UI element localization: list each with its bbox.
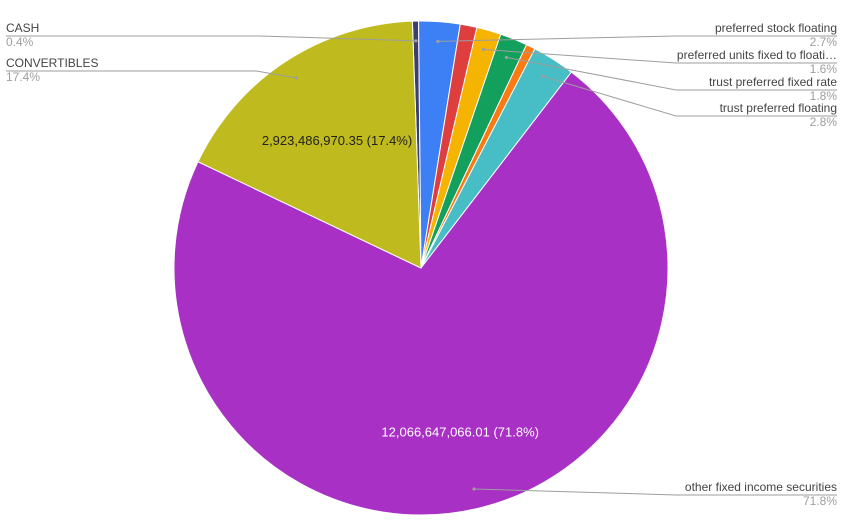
callout-label-preferred-stock-floating: preferred stock floating xyxy=(715,21,837,35)
callout-label-trust-preferred-fixed-rate: trust preferred fixed rate xyxy=(709,75,837,89)
callout-percent-cash: 0.4% xyxy=(6,35,34,49)
callout-percent-trust-preferred-fixed-rate: 1.8% xyxy=(810,89,838,103)
leader-dot-trust-preferred-fixed-rate xyxy=(504,55,508,60)
callout-percent-convertibles: 17.4% xyxy=(6,70,40,84)
callout-percent-preferred-stock-floating: 2.7% xyxy=(810,35,838,49)
pie-slice-convertibles[interactable] xyxy=(197,20,422,269)
leader-line-trust-preferred-floating xyxy=(542,75,837,117)
leader-dot-trust-preferred-floating xyxy=(541,74,545,78)
callout-label-trust-preferred-floating: trust preferred floating xyxy=(720,101,837,115)
leader-lines-layer xyxy=(6,35,837,496)
callout-label-other-fixed-income-securities: other fixed income securities xyxy=(685,480,837,494)
leader-line-cash xyxy=(6,35,416,42)
leader-dot-cash xyxy=(414,39,418,43)
callout-label-cash: CASH xyxy=(6,21,39,35)
leader-dot-preferred-units-fixed-to-floati xyxy=(481,47,486,52)
callout-label-preferred-units-fixed-to-floati: preferred units fixed to floati… xyxy=(677,48,837,62)
leader-dot-other-fixed-income-securities xyxy=(472,487,476,491)
leader-dot-preferred-stock-floating xyxy=(436,39,440,43)
data-label-other-fixed-income-securities: 12,066,647,066.01 (71.8%) xyxy=(381,424,539,439)
data-label-convertibles: 2,923,486,970.35 (17.4%) xyxy=(262,133,412,148)
callout-percent-trust-preferred-floating: 2.8% xyxy=(810,115,838,129)
leader-line-preferred-units-fixed-to-floati xyxy=(483,49,837,64)
pie-slice-other-fixed-income-securities[interactable] xyxy=(173,71,669,516)
leader-line-trust-preferred-fixed-rate xyxy=(506,56,837,91)
callout-label-convertibles: CONVERTIBLES xyxy=(6,56,98,70)
callout-percent-other-fixed-income-securities: 71.8% xyxy=(803,494,837,508)
leader-dot-convertibles xyxy=(294,76,298,80)
leader-line-preferred-stock-floating xyxy=(437,35,837,42)
callout-percent-preferred-units-fixed-to-floati: 1.6% xyxy=(810,62,838,76)
data-labels-layer: 12,066,647,066.01 (71.8%) 2,923,486,970.3… xyxy=(262,133,539,439)
leader-line-convertibles xyxy=(6,70,297,79)
leader-line-other-fixed-income-securities xyxy=(474,488,837,496)
slices-layer xyxy=(173,20,669,516)
